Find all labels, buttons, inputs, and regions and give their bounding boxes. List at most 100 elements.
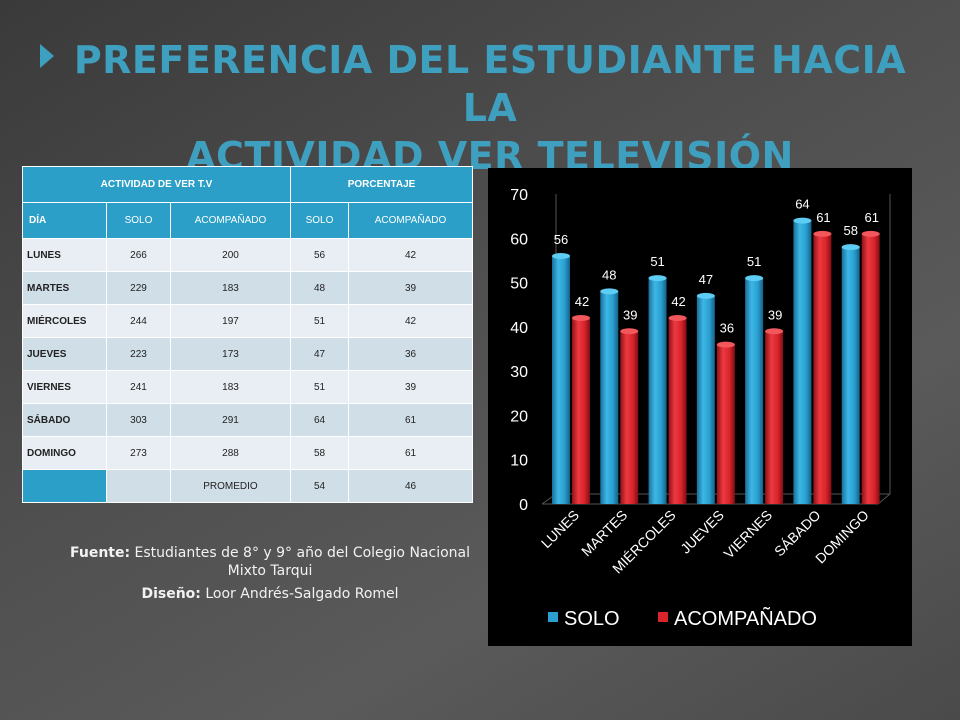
average-acompanado: 46 bbox=[347, 469, 474, 503]
row-cell: 273 bbox=[106, 436, 171, 470]
row-cell: 241 bbox=[106, 370, 171, 404]
row-cell: 36 bbox=[347, 337, 474, 371]
subheader-day: DÍA bbox=[22, 202, 107, 239]
data-label: 36 bbox=[720, 321, 734, 336]
row-day: MIÉRCOLES bbox=[22, 304, 107, 338]
source-note: Fuente: Estudiantes de 8° y 9° año del C… bbox=[60, 544, 480, 608]
subheader-acompanado: ACOMPAÑADO bbox=[170, 202, 291, 239]
table-subheader-row: DÍA SOLO ACOMPAÑADO SOLO ACOMPAÑADO bbox=[22, 202, 474, 239]
row-cell: 183 bbox=[170, 271, 291, 305]
bar-solo bbox=[696, 295, 715, 504]
page-title: PREFERENCIA DEL ESTUDIANTE HACIA LA ACTI… bbox=[60, 36, 920, 180]
legend-swatch bbox=[548, 612, 558, 622]
bar-acompanado-top bbox=[813, 230, 832, 237]
bar-acompanado bbox=[716, 344, 735, 504]
bar-solo bbox=[552, 256, 570, 504]
y-tick-label: 20 bbox=[510, 408, 528, 425]
row-cell: 61 bbox=[347, 403, 474, 437]
row-cell: 288 bbox=[170, 436, 291, 470]
row-day: DOMINGO bbox=[22, 436, 107, 470]
bar-acompanado bbox=[813, 233, 832, 504]
table-row: VIERNES 241 183 51 39 bbox=[22, 370, 474, 404]
row-cell: 266 bbox=[106, 238, 171, 272]
x-axis: LUNESMARTESMIÉRCOLESJUEVESVIERNESSÁBADOD… bbox=[538, 507, 872, 577]
bar-solo-top bbox=[648, 275, 667, 282]
data-label: 42 bbox=[575, 294, 589, 309]
subheader-acompanado-pct: ACOMPAÑADO bbox=[347, 202, 474, 239]
bar-solo bbox=[793, 220, 812, 505]
row-cell: 183 bbox=[170, 370, 291, 404]
average-solo: 54 bbox=[290, 469, 349, 503]
bar-acompanado bbox=[572, 318, 590, 504]
bar-solo-top bbox=[696, 292, 715, 299]
data-label: 58 bbox=[843, 223, 857, 238]
title-line-1: PREFERENCIA DEL ESTUDIANTE HACIA LA bbox=[73, 38, 907, 130]
average-blank-cell bbox=[106, 469, 171, 503]
bar-solo-top bbox=[600, 288, 619, 295]
bar-solo bbox=[745, 278, 764, 504]
bar-solo bbox=[648, 278, 667, 504]
data-label: 56 bbox=[554, 232, 568, 247]
table-row: SÁBADO 303 291 64 61 bbox=[22, 403, 474, 437]
y-axis: 0 10 20 30 40 50 60 70 bbox=[510, 187, 528, 514]
bar-acompanado-top bbox=[716, 341, 735, 348]
y-tick-label: 70 bbox=[510, 187, 528, 204]
bar-acompanado bbox=[861, 233, 880, 504]
legend-label: ACOMPAÑADO bbox=[674, 606, 817, 630]
bar-solo-top bbox=[745, 275, 764, 282]
legend-label: SOLO bbox=[564, 608, 620, 630]
average-blank bbox=[22, 469, 107, 503]
row-cell: 51 bbox=[290, 304, 349, 338]
header-activity: ACTIVIDAD DE VER T.V bbox=[22, 166, 291, 203]
data-label: 61 bbox=[816, 210, 830, 225]
row-cell: 42 bbox=[347, 304, 474, 338]
row-cell: 303 bbox=[106, 403, 171, 437]
slide-bullet-arrow bbox=[40, 44, 54, 68]
diseno-label: Diseño: bbox=[141, 586, 201, 602]
row-cell: 197 bbox=[170, 304, 291, 338]
bar-chart: 0 10 20 30 40 50 60 70 56 42 48 39 51 42 47 36 51 39 64 61… bbox=[488, 168, 912, 646]
row-cell: 48 bbox=[290, 271, 349, 305]
bar-solo-top bbox=[841, 244, 860, 251]
row-day: MARTES bbox=[22, 271, 107, 305]
table-row: DOMINGO 273 288 58 61 bbox=[22, 436, 474, 470]
plot-wall bbox=[541, 194, 891, 505]
row-cell: 42 bbox=[347, 238, 474, 272]
x-tick-label: LUNES bbox=[538, 507, 582, 551]
data-label: 47 bbox=[699, 272, 713, 287]
row-cell: 173 bbox=[170, 337, 291, 371]
row-day: JUEVES bbox=[22, 337, 107, 371]
table-row: JUEVES 223 173 47 36 bbox=[22, 337, 474, 371]
table-header-row: ACTIVIDAD DE VER T.V PORCENTAJE bbox=[22, 166, 474, 203]
x-tick-label: VIERNES bbox=[720, 507, 775, 562]
table-row: LUNES 266 200 56 42 bbox=[22, 238, 474, 272]
chart-legend: SOLO ACOMPAÑADO bbox=[548, 606, 817, 630]
bar-solo bbox=[841, 247, 860, 504]
bar-solo-top bbox=[552, 253, 570, 259]
row-cell: 61 bbox=[347, 436, 474, 470]
bar-acompanado-top bbox=[765, 328, 784, 335]
row-cell: 244 bbox=[106, 304, 171, 338]
row-cell: 64 bbox=[290, 403, 349, 437]
bar-solo-top bbox=[793, 217, 812, 224]
bar-acompanado-top bbox=[572, 315, 590, 321]
row-day: SÁBADO bbox=[22, 403, 107, 437]
data-table: ACTIVIDAD DE VER T.V PORCENTAJE DÍA SOLO… bbox=[22, 166, 474, 503]
fuente-label: Fuente: bbox=[69, 545, 131, 561]
data-label: 39 bbox=[768, 307, 782, 322]
row-cell: 223 bbox=[106, 337, 171, 371]
data-label: 51 bbox=[747, 254, 761, 269]
header-percent: PORCENTAJE bbox=[289, 166, 474, 203]
bar-acompanado-top bbox=[861, 230, 880, 237]
data-label: 64 bbox=[795, 197, 809, 212]
row-cell: 47 bbox=[290, 337, 349, 371]
row-cell: 39 bbox=[347, 271, 474, 305]
chart-plot-frame bbox=[541, 194, 891, 505]
diseno-text: Loor Andrés-Salgado Romel bbox=[205, 586, 399, 602]
row-cell: 51 bbox=[290, 370, 349, 404]
table-row: MARTES 229 183 48 39 bbox=[22, 271, 474, 305]
bar-acompanado-top bbox=[668, 315, 687, 321]
bar-chart-svg: 0 10 20 30 40 50 60 70 56 42 48 39 51 42 47 36 51 39 64 61… bbox=[510, 187, 891, 630]
row-cell: 291 bbox=[170, 403, 291, 437]
y-tick-label: 30 bbox=[510, 364, 528, 381]
